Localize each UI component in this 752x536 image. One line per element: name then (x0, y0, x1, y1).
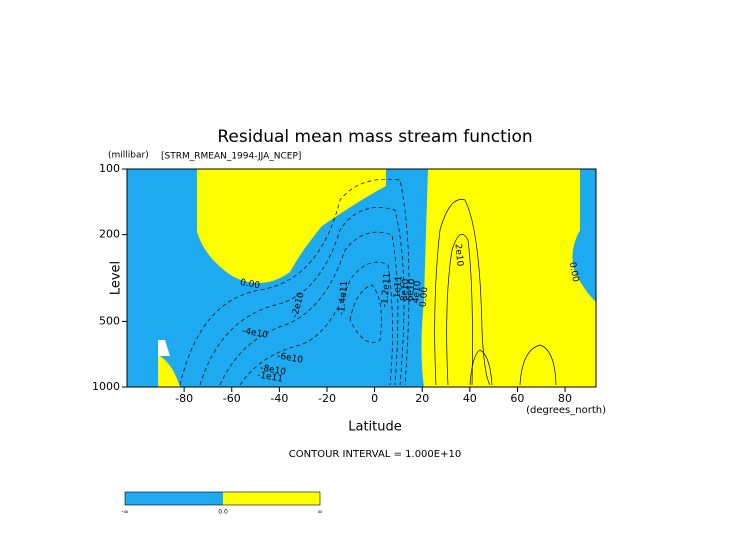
positive-region (421, 169, 596, 387)
x-tick-label: 40 (463, 392, 477, 405)
contour-label: 8e10 (400, 278, 412, 302)
x-tick-label: -60 (223, 392, 241, 405)
contour-line (469, 349, 493, 386)
contour-label: 1e11 (393, 275, 405, 299)
contour-line (219, 231, 399, 386)
contour-line (179, 178, 410, 386)
x-tick-label: 0 (371, 392, 378, 405)
x-unit: (degrees_north) (526, 405, 606, 416)
positive-region (197, 169, 386, 284)
x-tick-label: -40 (270, 392, 288, 405)
contour-line (349, 284, 382, 343)
y-tick-label: 100 (99, 162, 120, 175)
contour-label: 6e10 (406, 278, 418, 302)
x-tick-label: -20 (318, 392, 336, 405)
contour-label: -6e10 (276, 351, 304, 365)
contour-label: -4e10 (241, 326, 269, 340)
contour-label: -8e10 (259, 363, 287, 377)
contour-label: 4e10 (412, 280, 424, 304)
x-tick-label: 20 (415, 392, 429, 405)
contour-label: -1.4e11 (337, 280, 350, 315)
footnote: CONTOUR INTERVAL = 1.000E+10 (289, 449, 461, 460)
colorbar-label: -∞ (121, 509, 128, 516)
x-tick-label: 60 (510, 392, 524, 405)
contour-line (446, 234, 473, 386)
y-tick-label: 1000 (92, 380, 120, 393)
contour-label: 0.00 (239, 278, 261, 291)
colorbar-label: ∞ (318, 509, 323, 516)
x-tick-label: 80 (558, 392, 572, 405)
contour-line (239, 261, 393, 386)
subtitle: [STRM_RMEAN_1994-JJA_NCEP] (161, 152, 301, 162)
colorbar-negative (125, 492, 223, 505)
y-label: Level (109, 261, 124, 295)
contour-line (434, 199, 491, 386)
colorbar-frame (124, 491, 321, 506)
x-label: Latitude (348, 420, 402, 435)
y-tick-label: 200 (99, 228, 120, 241)
chart-title: Residual mean mass stream function (217, 127, 532, 147)
positive-region (158, 355, 180, 387)
contour-line (519, 344, 557, 386)
missing-region (158, 340, 170, 356)
contour-label: -1.2e11 (380, 272, 393, 307)
x-tick-label: -80 (175, 392, 193, 405)
contour-label: 2e10 (453, 243, 465, 267)
colorbar-positive (223, 492, 320, 505)
y-unit: (millibar) (108, 151, 149, 161)
y-tick-label: 500 (99, 314, 120, 327)
contour-label: -1e11 (256, 370, 283, 384)
contour-line (199, 207, 405, 386)
plot-frame (126, 168, 597, 388)
contour-field: 0.00-2e10-4e10-6e10-8e10-1e11-1.4e11 -1.2… (127, 169, 596, 387)
contour-label: 0.00 (419, 286, 431, 307)
colorbar-label: 0.0 (218, 509, 228, 516)
contour-label: 0.00 (567, 261, 580, 283)
